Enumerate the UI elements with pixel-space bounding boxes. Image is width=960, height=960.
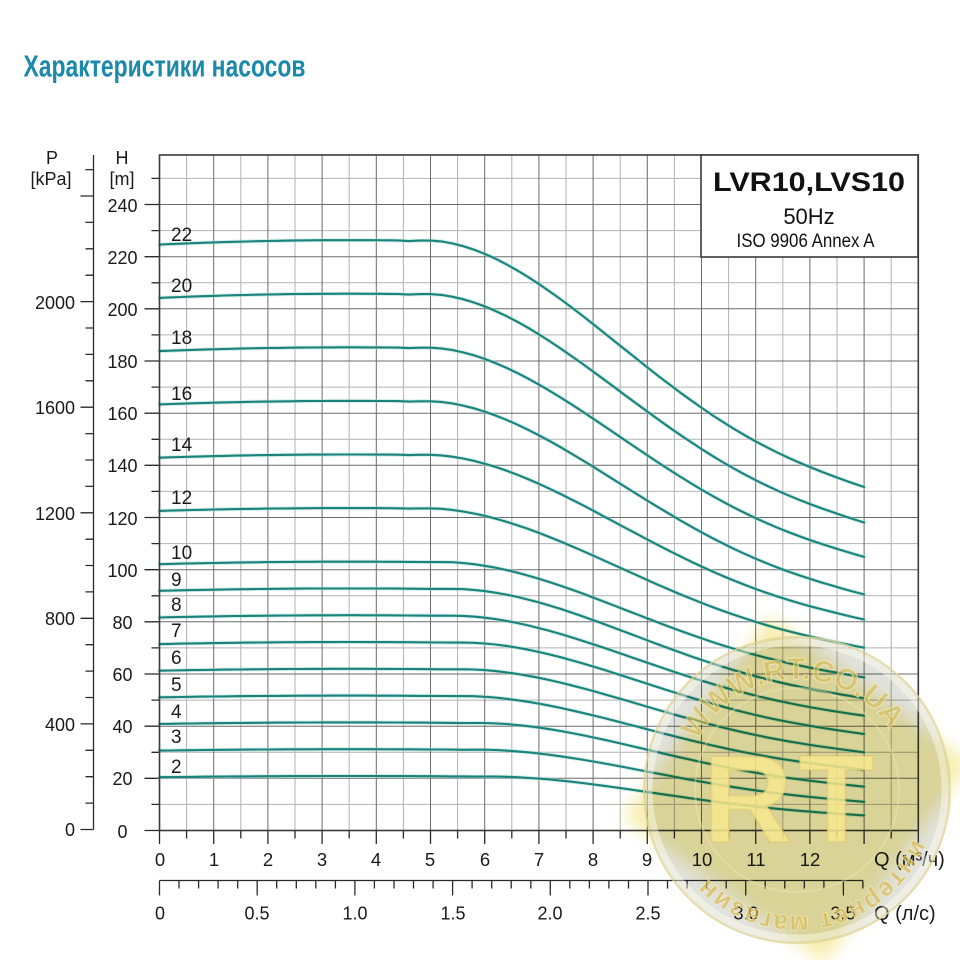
svg-text:2.0: 2.0 bbox=[537, 904, 562, 924]
svg-text:P: P bbox=[46, 148, 58, 168]
svg-text:18: 18 bbox=[171, 328, 192, 349]
svg-text:Характеристики насосов: Характеристики насосов bbox=[24, 50, 306, 84]
svg-text:40: 40 bbox=[112, 717, 132, 737]
svg-text:180: 180 bbox=[107, 352, 137, 372]
svg-text:1200: 1200 bbox=[35, 504, 75, 524]
svg-text:6: 6 bbox=[171, 648, 182, 669]
svg-text:8: 8 bbox=[588, 849, 598, 870]
svg-text:0: 0 bbox=[155, 904, 165, 924]
svg-text:0: 0 bbox=[65, 820, 75, 840]
svg-text:3: 3 bbox=[171, 727, 182, 748]
svg-text:1.0: 1.0 bbox=[342, 904, 367, 924]
svg-text:H: H bbox=[116, 148, 129, 168]
svg-text:5: 5 bbox=[171, 675, 182, 696]
svg-text:1600: 1600 bbox=[35, 398, 75, 418]
svg-text:120: 120 bbox=[107, 509, 137, 529]
svg-text:1: 1 bbox=[209, 849, 219, 870]
svg-text:80: 80 bbox=[112, 613, 132, 633]
svg-text:60: 60 bbox=[112, 665, 132, 685]
svg-text:4: 4 bbox=[371, 849, 381, 870]
svg-text:140: 140 bbox=[107, 456, 137, 476]
svg-text:7: 7 bbox=[534, 849, 544, 870]
svg-text:9: 9 bbox=[642, 849, 652, 870]
svg-text:12: 12 bbox=[171, 488, 192, 509]
svg-text:2.5: 2.5 bbox=[635, 904, 660, 924]
svg-text:400: 400 bbox=[45, 715, 75, 735]
svg-text:220: 220 bbox=[107, 248, 137, 268]
svg-text:800: 800 bbox=[45, 609, 75, 629]
svg-text:10: 10 bbox=[171, 543, 192, 564]
svg-text:20: 20 bbox=[112, 769, 132, 789]
svg-text:9: 9 bbox=[171, 570, 182, 591]
svg-text:[kPa]: [kPa] bbox=[30, 169, 71, 189]
svg-text:50Hz: 50Hz bbox=[783, 204, 834, 229]
svg-text:16: 16 bbox=[171, 384, 192, 405]
svg-text:8: 8 bbox=[171, 595, 182, 616]
svg-text:200: 200 bbox=[107, 300, 137, 320]
svg-text:20: 20 bbox=[171, 276, 192, 297]
svg-text:6: 6 bbox=[480, 849, 490, 870]
svg-text:5: 5 bbox=[425, 849, 435, 870]
svg-text:2: 2 bbox=[263, 849, 273, 870]
svg-text:ISO 9906 Annex A: ISO 9906 Annex A bbox=[737, 231, 875, 252]
svg-text:0: 0 bbox=[117, 822, 127, 842]
svg-text:2: 2 bbox=[171, 757, 182, 778]
svg-text:0.5: 0.5 bbox=[244, 904, 269, 924]
svg-text:22: 22 bbox=[171, 225, 192, 246]
svg-text:7: 7 bbox=[171, 621, 182, 642]
svg-text:240: 240 bbox=[107, 196, 137, 216]
svg-text:4: 4 bbox=[171, 702, 182, 723]
svg-text:14: 14 bbox=[171, 435, 193, 456]
svg-text:LVR10,LVS10: LVR10,LVS10 bbox=[713, 167, 905, 197]
svg-text:0: 0 bbox=[155, 849, 165, 870]
svg-text:2000: 2000 bbox=[35, 293, 75, 313]
svg-text:100: 100 bbox=[107, 561, 137, 581]
svg-text:160: 160 bbox=[107, 404, 137, 424]
svg-text:3: 3 bbox=[317, 849, 327, 870]
svg-text:RT: RT bbox=[703, 731, 880, 869]
svg-text:1.5: 1.5 bbox=[440, 904, 465, 924]
svg-text:[m]: [m] bbox=[110, 169, 135, 189]
